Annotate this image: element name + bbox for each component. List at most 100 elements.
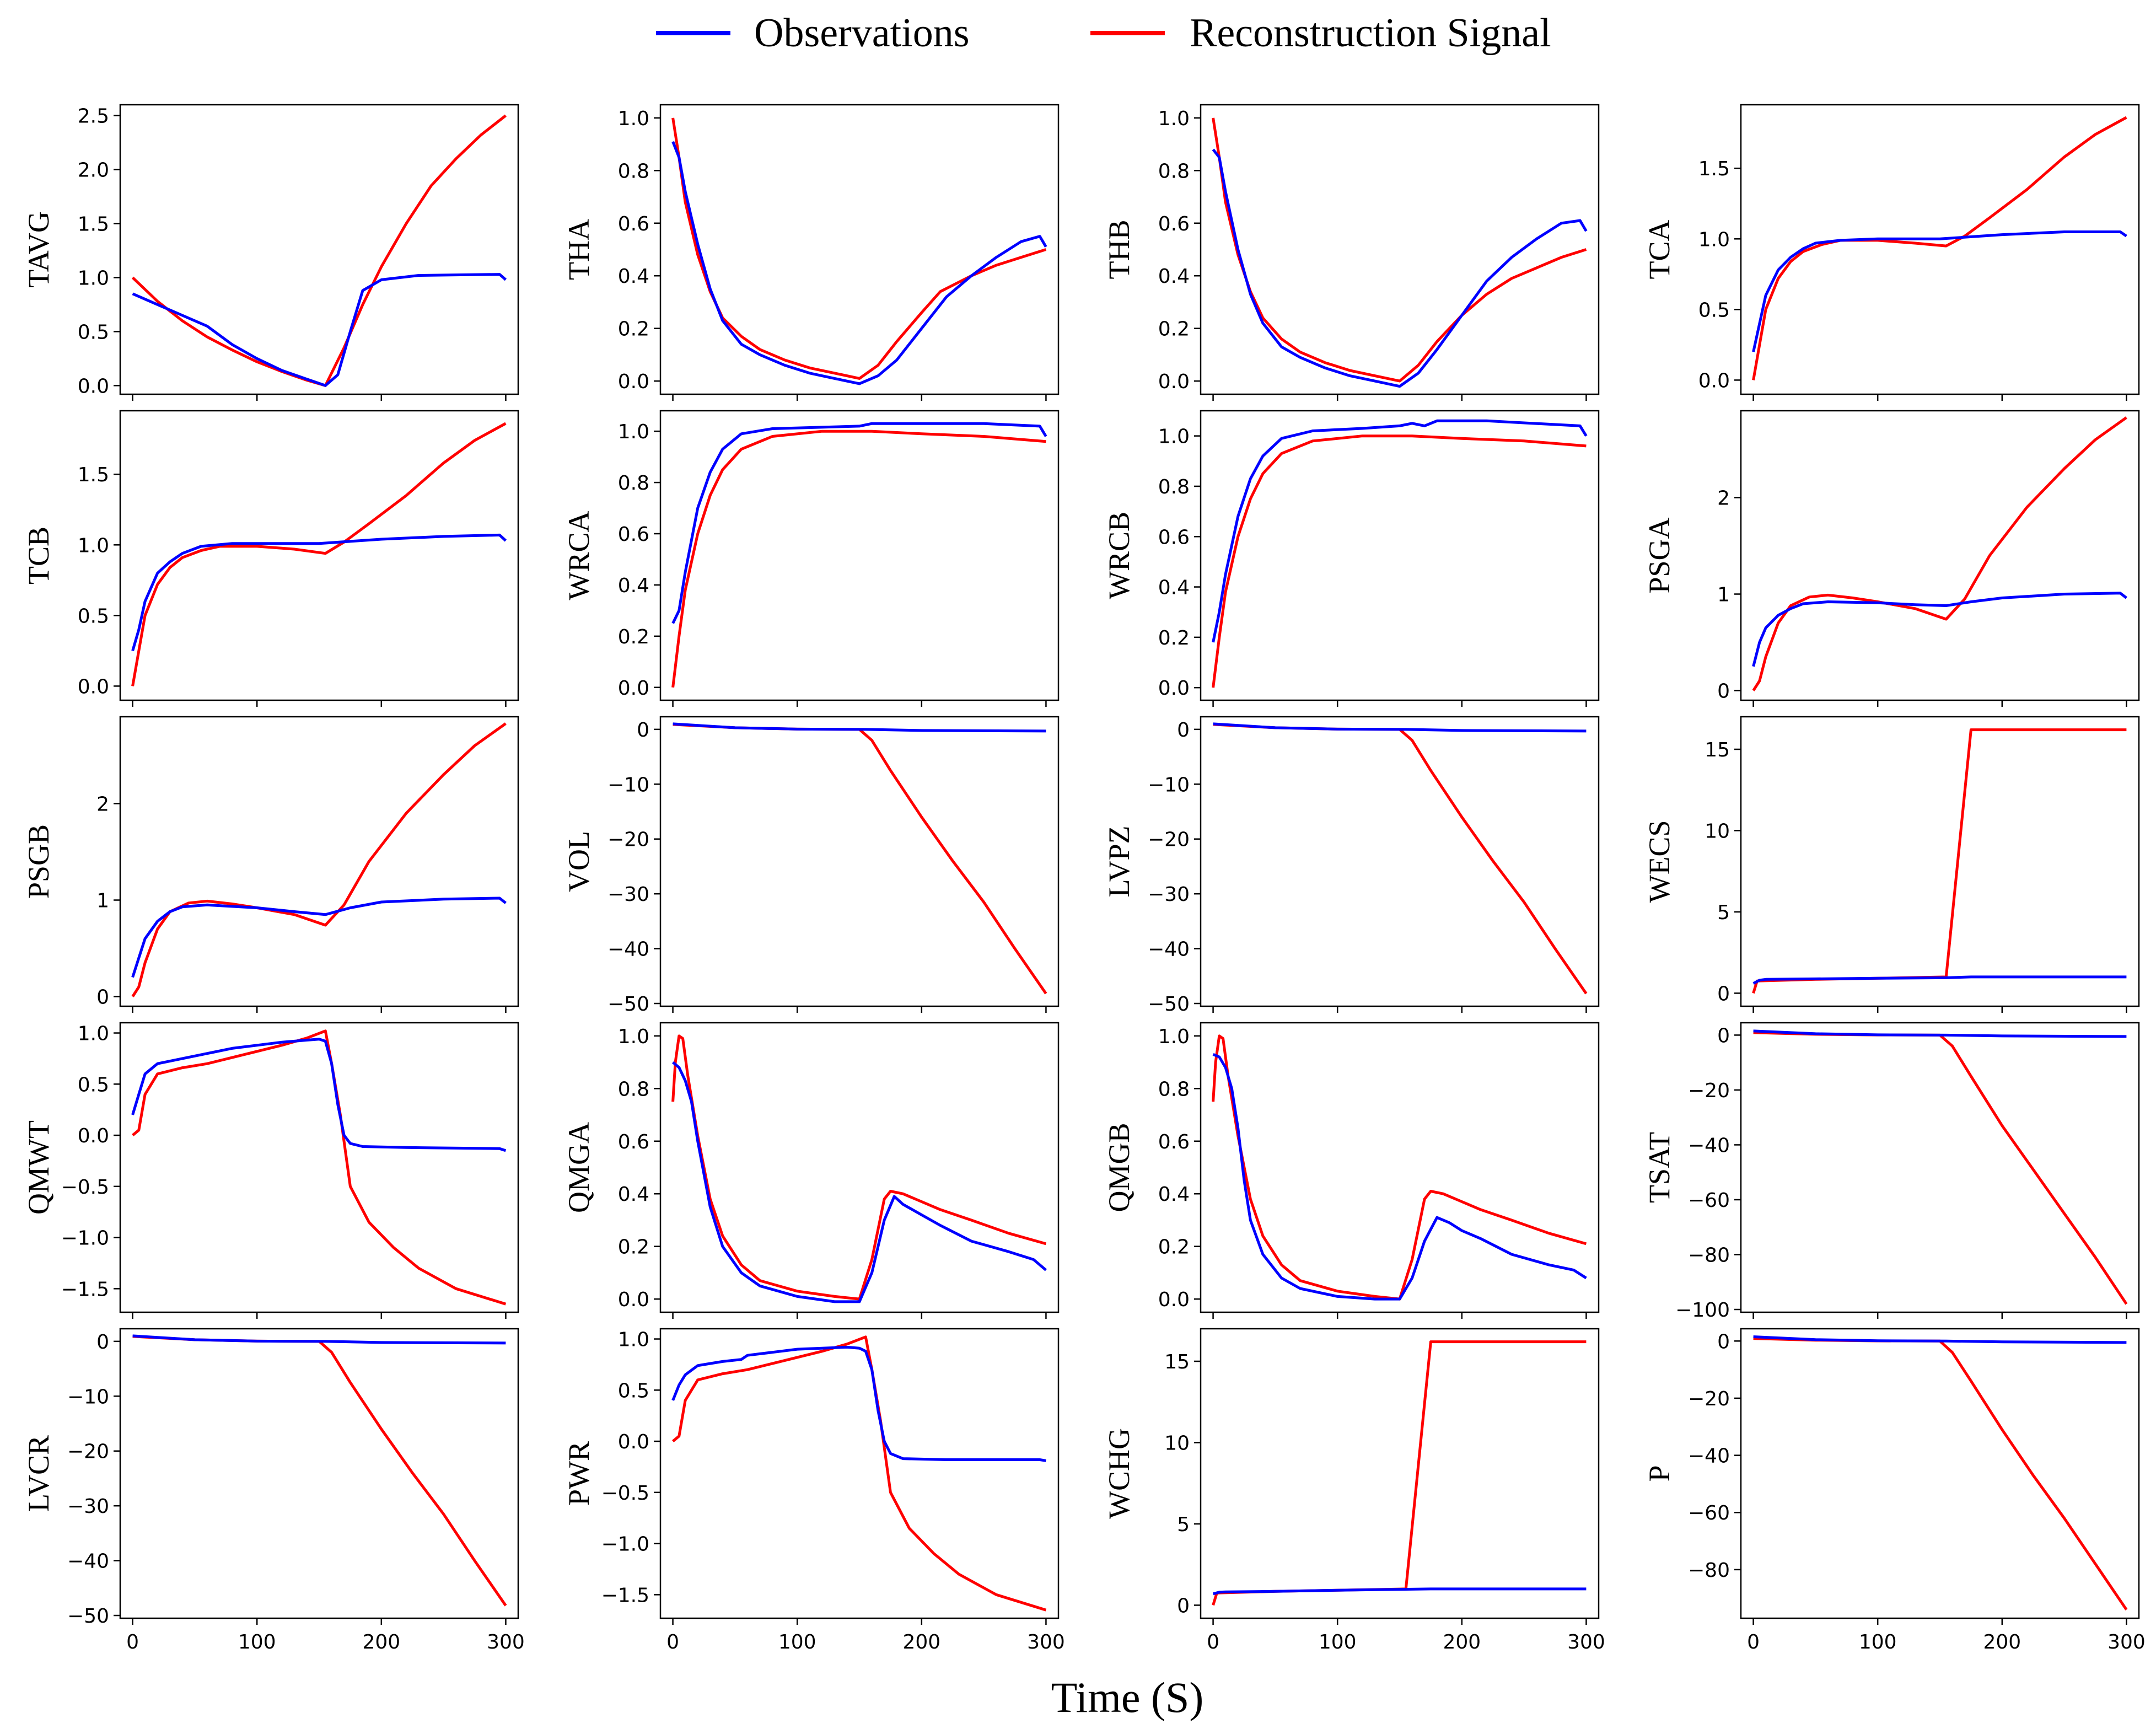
y-tick-label: 0 xyxy=(96,986,109,1009)
y-tick-label: 5 xyxy=(1177,1513,1190,1536)
axes-frame xyxy=(659,410,1060,701)
y-tick-label: 0.0 xyxy=(78,1125,109,1147)
x-axis-label: Time (S) xyxy=(1051,1673,1204,1721)
y-tick-label: 0 xyxy=(1717,1330,1730,1353)
y-axis-label: TCB xyxy=(22,527,55,584)
y-tick-label: 0.2 xyxy=(618,626,649,648)
subplot-qmwt: 1.0 0.5 0.0 −0.5 −1.0 −1.5 QMWT xyxy=(22,1022,519,1319)
axes-frame xyxy=(659,1328,1060,1619)
y-axis-label: LVPZ xyxy=(1103,825,1136,897)
y-tick-label: −40 xyxy=(607,938,649,961)
y-tick-label: 2 xyxy=(1717,487,1730,510)
axes-frame xyxy=(1200,410,1600,701)
series-observations-tavg xyxy=(132,273,507,387)
y-tick-label: 1.0 xyxy=(618,108,649,130)
y-tick-label: 15 xyxy=(1164,1351,1190,1373)
axes-frame xyxy=(1200,1022,1600,1313)
x-tick-label: 100 xyxy=(238,1631,276,1654)
y-tick-label: −30 xyxy=(67,1495,109,1518)
subplot-thb: 0.0 0.2 0.4 0.6 0.8 1.0 THB xyxy=(1103,104,1600,401)
y-tick-label: −0.5 xyxy=(61,1176,109,1199)
y-axis-label: PSGA xyxy=(1643,517,1676,593)
y-tick-label: 0.8 xyxy=(1158,160,1190,182)
series-reconstruction-pwr xyxy=(672,1335,1047,1612)
y-tick-label: 1.0 xyxy=(1158,1026,1190,1048)
y-tick-label: 0.4 xyxy=(618,1183,649,1206)
y-tick-label: 0 xyxy=(637,719,649,742)
y-tick-label: 0.2 xyxy=(618,318,649,341)
axes-frame xyxy=(1740,1328,2140,1619)
y-tick-label: 0.5 xyxy=(618,1379,649,1402)
y-tick-label: 0.8 xyxy=(1158,476,1190,498)
subplot-tcb: 0.0 0.5 1.0 1.5 TCB xyxy=(22,410,519,707)
y-tick-label: 0.2 xyxy=(1158,318,1190,341)
y-tick-label: 15 xyxy=(1705,739,1730,761)
y-tick-label: −10 xyxy=(67,1386,109,1408)
y-tick-label: 0 xyxy=(1177,1595,1190,1617)
subplot-wchg: 0 5 10 15 0 100 200 300 WCHG xyxy=(1103,1328,1605,1654)
series-observations-qmgb xyxy=(1212,1053,1587,1301)
x-tick-label: 0 xyxy=(126,1631,139,1654)
subplot-wrca: 0.0 0.2 0.4 0.6 0.8 1.0 WRCA xyxy=(562,410,1060,707)
y-tick-label: −20 xyxy=(1688,1388,1730,1410)
y-tick-label: −40 xyxy=(1148,938,1190,961)
y-tick-label: 1.0 xyxy=(78,267,109,289)
y-tick-label: 0.5 xyxy=(78,321,109,343)
series-observations-qmwt xyxy=(131,1038,507,1152)
y-axis-label: THB xyxy=(1103,220,1136,280)
y-axis-label: TAVG xyxy=(22,211,55,288)
series-observations-tha xyxy=(671,141,1047,385)
y-tick-label: 0.5 xyxy=(78,605,109,627)
series-observations-thb xyxy=(1212,148,1588,388)
y-tick-label: 0.2 xyxy=(1158,627,1190,649)
y-tick-label: −10 xyxy=(607,774,649,796)
y-tick-label: −40 xyxy=(67,1550,109,1573)
y-tick-label: 1.5 xyxy=(1698,158,1730,180)
y-axis-label: THA xyxy=(562,219,595,280)
subplot-grid: 0.0 0.5 1.0 1.5 2.0 2.5 TAVG 0.0 0.2 0.4 0.6 0.8 1.0… xyxy=(22,104,2146,1654)
y-tick-label: −60 xyxy=(1688,1189,1730,1212)
series-reconstruction-qmwt xyxy=(132,1029,507,1306)
subplot-wecs: 0 5 10 15 WECS xyxy=(1643,716,2140,1013)
y-tick-label: 0 xyxy=(1717,1024,1730,1047)
y-tick-label: −0.5 xyxy=(601,1482,649,1505)
y-tick-label: 0 xyxy=(1717,983,1730,1005)
y-tick-label: 0.4 xyxy=(618,575,649,597)
y-tick-label: 0.0 xyxy=(618,677,649,700)
subplot-qmgb: 0.0 0.2 0.4 0.6 0.8 1.0 QMGB xyxy=(1103,1022,1600,1319)
series-reconstruction-wrcb xyxy=(1212,434,1587,688)
series-observations-qmga xyxy=(671,1061,1047,1303)
legend-reconstruction-label: Reconstruction Signal xyxy=(1190,10,1551,56)
x-tick-label: 100 xyxy=(778,1631,816,1654)
series-observations-p xyxy=(1753,1335,2127,1344)
x-tick-label: 300 xyxy=(1027,1631,1065,1654)
y-tick-label: 0.0 xyxy=(618,1289,649,1311)
series-observations-wchg xyxy=(1212,1587,1587,1596)
x-tick-label: 100 xyxy=(1319,1631,1357,1654)
y-tick-label: 1 xyxy=(1717,584,1730,606)
y-tick-label: 0 xyxy=(96,1331,109,1354)
subplot-qmga: 0.0 0.2 0.4 0.6 0.8 1.0 QMGA xyxy=(562,1022,1060,1319)
series-observations-psga xyxy=(1752,592,2127,667)
axes-frame xyxy=(1740,1022,2140,1313)
y-tick-label: 0.0 xyxy=(618,1431,649,1453)
y-axis-label: WCHG xyxy=(1103,1428,1136,1519)
y-axis-label: WRCB xyxy=(1103,512,1136,599)
x-tick-label: 300 xyxy=(487,1631,525,1654)
series-observations-psgb xyxy=(131,896,507,978)
y-tick-label: −30 xyxy=(1148,883,1190,906)
axes-frame xyxy=(1740,410,2140,701)
subplot-tavg: 0.0 0.5 1.0 1.5 2.0 2.5 TAVG xyxy=(22,104,519,401)
y-tick-label: −80 xyxy=(1688,1244,1730,1266)
series-observations-tca xyxy=(1752,230,2127,352)
axes-frame xyxy=(659,1022,1060,1313)
x-tick-label: 200 xyxy=(1983,1631,2021,1654)
subplot-psga: 0 1 2 PSGA xyxy=(1643,410,2140,707)
y-axis-label: VOL xyxy=(562,831,595,892)
axes-frame xyxy=(659,104,1060,395)
y-tick-label: 0 xyxy=(1177,719,1190,742)
series-observations-lvpz xyxy=(1213,722,1587,733)
y-tick-label: −20 xyxy=(607,829,649,851)
y-tick-label: 1.0 xyxy=(618,1329,649,1351)
